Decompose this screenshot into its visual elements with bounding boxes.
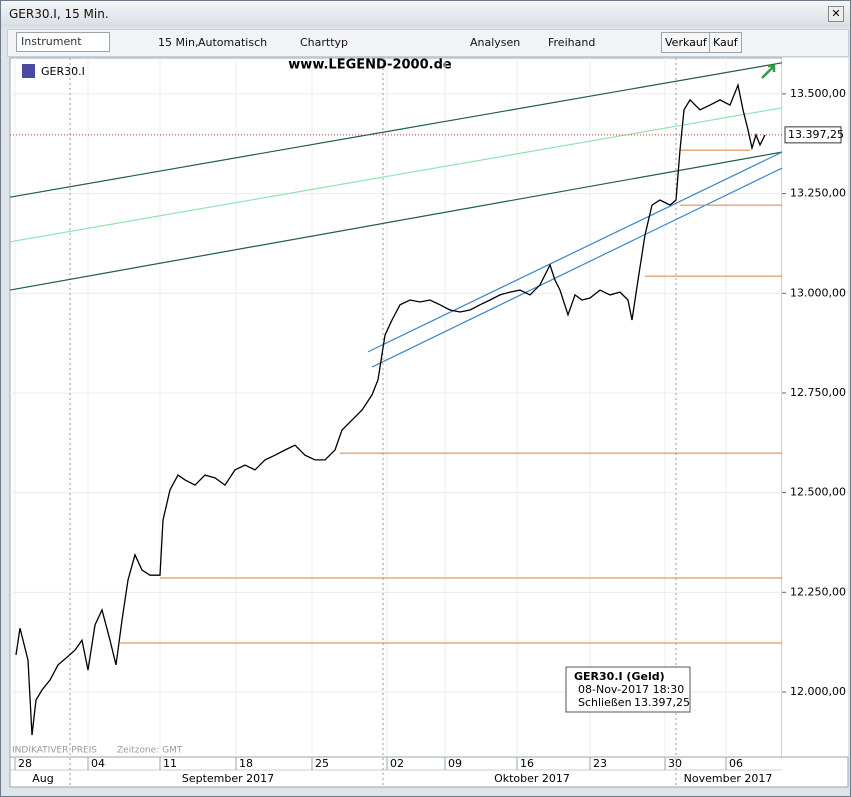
info-close-value: 13.397,25 <box>634 696 690 709</box>
x-tick-label: 25 <box>315 757 329 770</box>
current-price-box <box>784 126 842 144</box>
month-label: September 2017 <box>182 772 274 785</box>
sell-button[interactable]: Verkauf <box>661 32 711 53</box>
toolbar: Instrument 15 Min, Automatisch Charttyp … <box>7 29 849 57</box>
x-tick-label: 09 <box>448 757 462 770</box>
x-tick-label: 11 <box>163 757 177 770</box>
y-tick-label: 12.500,00 <box>790 486 846 499</box>
x-tick-label: 28 <box>18 757 32 770</box>
trend-line <box>371 167 783 368</box>
y-tick-label: 13.000,00 <box>790 286 846 299</box>
instrument-icon <box>22 64 35 78</box>
trend-line <box>367 151 783 353</box>
x-tick-label: 04 <box>91 757 105 770</box>
current-price-label: 13.397,25 <box>788 128 844 141</box>
window-title: GER30.I, 15 Min. <box>9 7 109 21</box>
y-tick-label: 12.750,00 <box>790 386 846 399</box>
x-tick-label: 06 <box>729 757 743 770</box>
x-axis-area <box>9 756 849 788</box>
x-tick-label: 02 <box>390 757 404 770</box>
watermark-title: www.LEGEND-2000.de <box>288 58 452 73</box>
footer-note: INDIKATIVER PREIS <box>12 746 97 756</box>
month-label: Aug <box>32 772 53 785</box>
legend-label: GER30.I <box>41 65 85 78</box>
chart-type[interactable]: Charttyp <box>300 36 349 49</box>
x-tick-label: 18 <box>239 757 253 770</box>
x-tick-label: 23 <box>593 757 607 770</box>
trend-line <box>9 151 783 291</box>
freehand[interactable]: Freihand <box>548 36 596 49</box>
close-button[interactable]: ✕ <box>828 6 844 22</box>
info-frame <box>565 666 691 713</box>
month-label: Oktober 2017 <box>494 772 570 785</box>
month-label: November 2017 <box>684 772 773 785</box>
y-tick-label: 12.000,00 <box>790 685 846 698</box>
info-close-label: Schließen <box>578 696 632 709</box>
y-tick-label: 12.250,00 <box>790 585 846 598</box>
analyses[interactable]: Analysen <box>470 36 521 49</box>
buy-button[interactable]: Kauf <box>709 32 742 53</box>
instrument-input[interactable]: Instrument <box>16 32 110 52</box>
info-datetime: 08-Nov-2017 18:30 <box>578 683 684 696</box>
plot-area <box>9 57 783 758</box>
trend-line <box>9 107 783 243</box>
y-axis-area <box>782 58 848 757</box>
x-tick-label: 30 <box>668 757 682 770</box>
x-tick-label: 16 <box>520 757 534 770</box>
timezone: Zeitzone: GMT <box>117 746 183 756</box>
trend-line <box>9 62 783 198</box>
mode[interactable]: Automatisch <box>198 36 268 49</box>
info-box: GER30.I (Geld) 08-Nov-2017 18:30 Schließ… <box>565 666 691 713</box>
trend-icon <box>761 64 776 79</box>
title-bar: GER30.I, 15 Min. ✕ <box>1 1 850 27</box>
price-line <box>15 82 766 736</box>
y-tick-label: 13.500,00 <box>790 87 846 100</box>
info-title: GER30.I (Geld) <box>574 670 665 683</box>
interval[interactable]: 15 Min, <box>158 36 199 49</box>
y-tick-label: 13.250,00 <box>790 187 846 200</box>
